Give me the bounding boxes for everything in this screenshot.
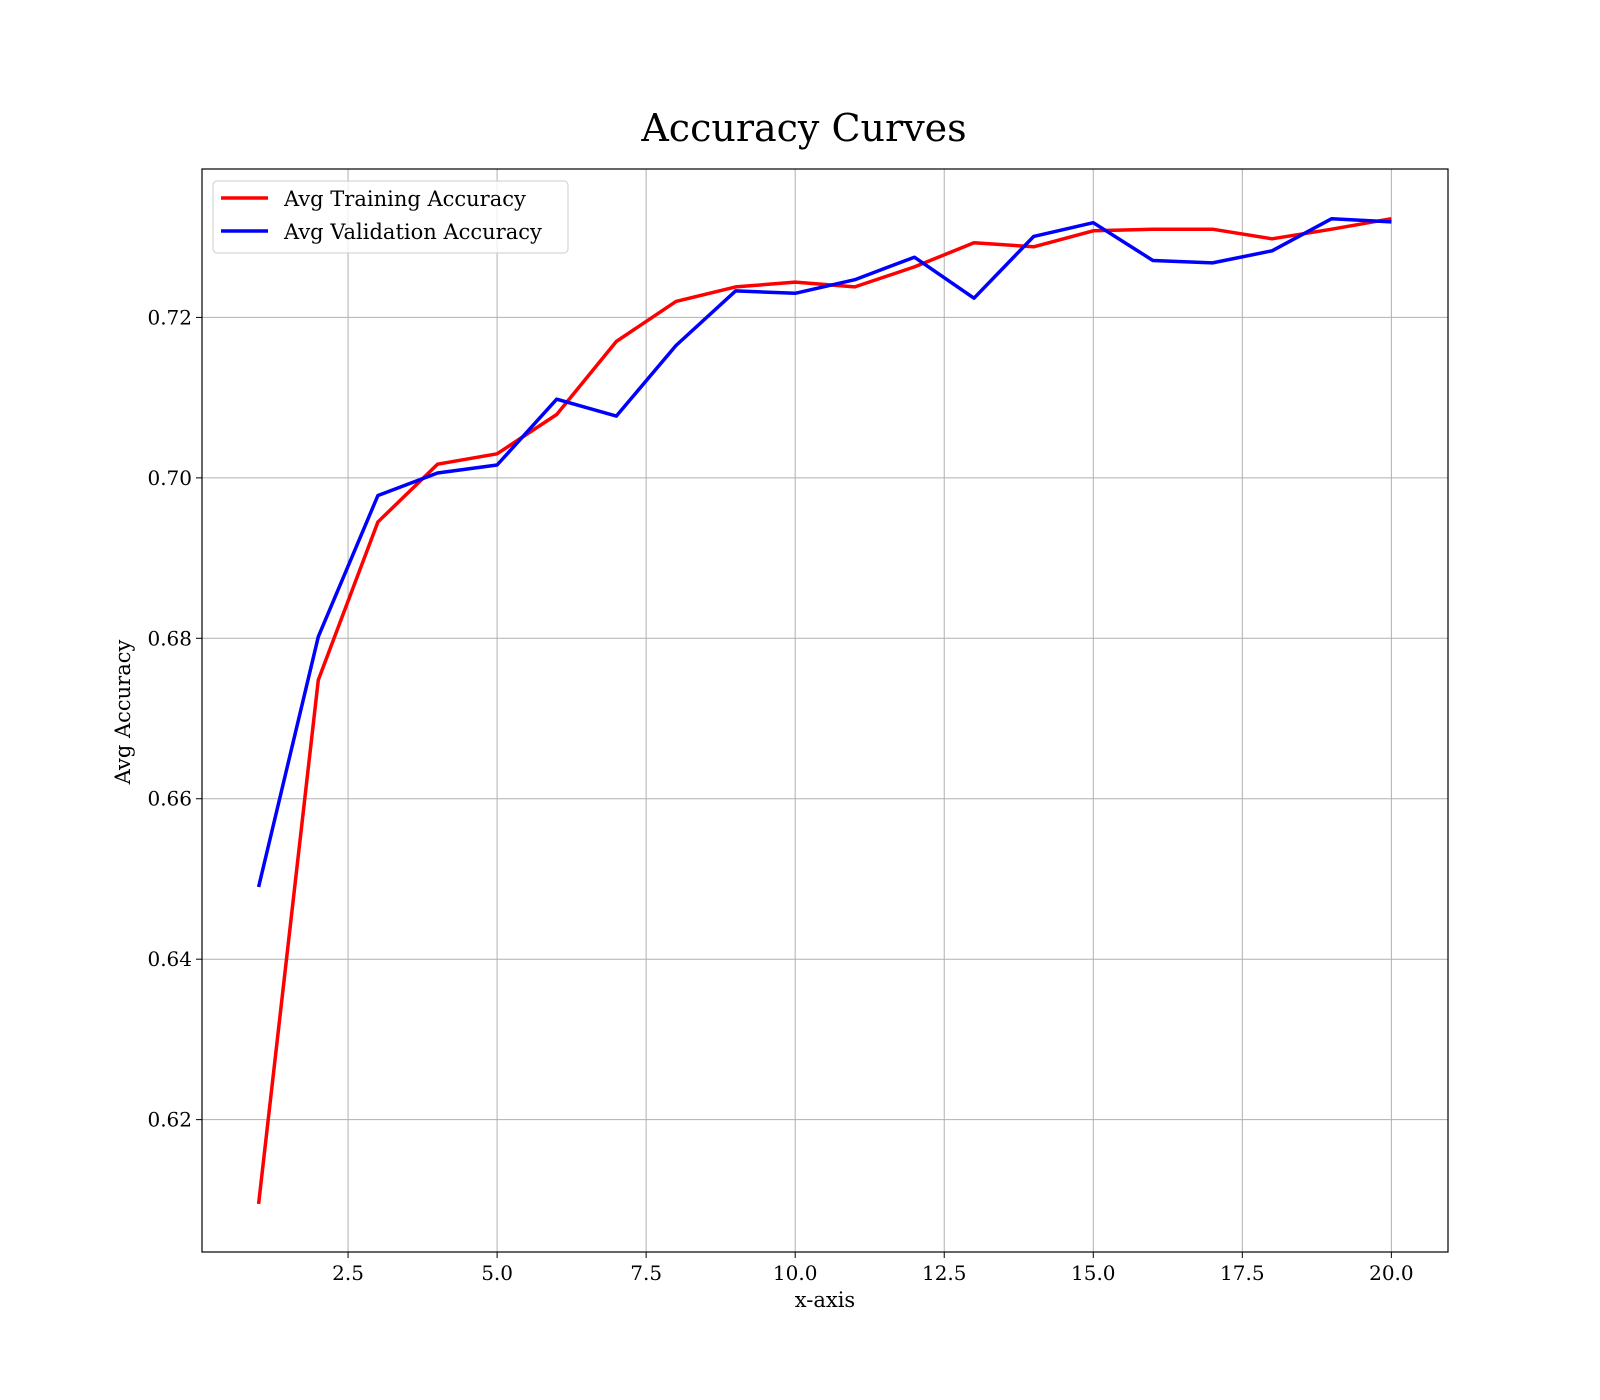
y-axis-label: Avg Accuracy [111, 640, 135, 786]
series-line-training [256, 216, 1392, 1205]
legend-label-validation: Avg Validation Accuracy [283, 220, 542, 244]
legend: Avg Training Accuracy Avg Validation Acc… [212, 180, 569, 254]
y-tick-label: 0.66 [147, 787, 192, 811]
x-tick-label: 17.5 [1220, 1261, 1265, 1285]
x-tick-label: 7.5 [630, 1261, 662, 1285]
y-tick-label: 0.68 [147, 626, 192, 650]
series-layer [256, 216, 1392, 1205]
grid [202, 169, 1448, 1252]
y-tick-label: 0.64 [147, 947, 192, 971]
y-tick-label: 0.72 [147, 305, 192, 329]
x-axis-label: x-axis [795, 1288, 855, 1312]
x-tick-label: 15.0 [1071, 1261, 1116, 1285]
series-line-validation [256, 216, 1392, 888]
y-tick-label: 0.62 [147, 1108, 192, 1132]
x-tick-label: 10.0 [773, 1261, 818, 1285]
y-tick-label: 0.70 [147, 466, 192, 490]
x-tick-label: 12.5 [922, 1261, 967, 1285]
y-axis-ticks: 0.62 0.64 0.66 0.68 0.70 0.72 [147, 305, 202, 1132]
x-tick-label: 5.0 [481, 1261, 513, 1285]
legend-label-training: Avg Training Accuracy [283, 187, 526, 211]
legend-box [212, 180, 569, 254]
chart-title: Accuracy Curves [640, 106, 966, 150]
x-tick-label: 2.5 [332, 1261, 364, 1285]
plot-frame [201, 168, 1449, 1253]
x-axis-ticks: 2.5 5.0 7.5 10.0 12.5 15.0 17.5 20.0 [332, 1252, 1414, 1285]
x-tick-label: 20.0 [1369, 1261, 1414, 1285]
